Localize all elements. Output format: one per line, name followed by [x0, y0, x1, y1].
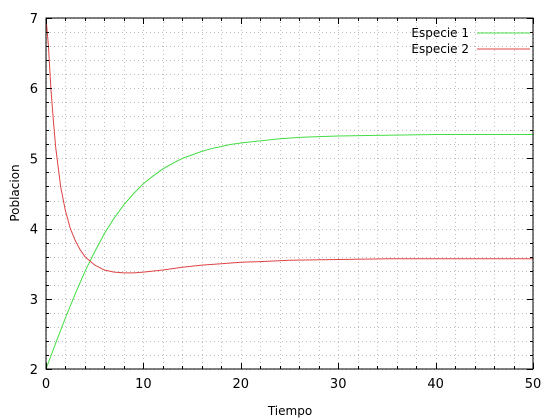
- x-tick-label: 20: [233, 377, 250, 392]
- legend-label-especie-1: Especie 1: [411, 26, 469, 40]
- legend-item: Especie 1: [411, 26, 530, 40]
- x-tick-label: 0: [42, 377, 50, 392]
- y-tick-label: 4: [30, 223, 38, 238]
- y-tick-label: 7: [30, 12, 38, 27]
- tick-labels: 0 10 20 30 40 50 2 3 4 5 6 7: [30, 12, 542, 392]
- grid: [46, 18, 534, 370]
- x-axis-label: Tiempo: [267, 404, 312, 418]
- series-layer: [45, 17, 533, 370]
- x-tick-label: 40: [427, 377, 444, 392]
- y-tick-label: 3: [30, 293, 38, 308]
- x-tick-label: 10: [135, 377, 152, 392]
- ticks: [46, 18, 534, 370]
- series-line-2: [45, 17, 533, 274]
- legend-label-especie-2: Especie 2: [411, 42, 469, 56]
- y-tick-label: 5: [30, 152, 38, 167]
- y-tick-label: 2: [30, 363, 38, 378]
- y-axis-label: Poblacion: [8, 164, 22, 221]
- plot-frame: [45, 17, 534, 370]
- x-tick-label: 50: [525, 377, 542, 392]
- legend-item: Especie 2: [411, 42, 530, 56]
- x-tick-label: 30: [330, 377, 347, 392]
- y-tick-label: 6: [30, 82, 38, 97]
- series-line-1: [45, 134, 533, 370]
- legend: Especie 1 Especie 2: [411, 26, 530, 56]
